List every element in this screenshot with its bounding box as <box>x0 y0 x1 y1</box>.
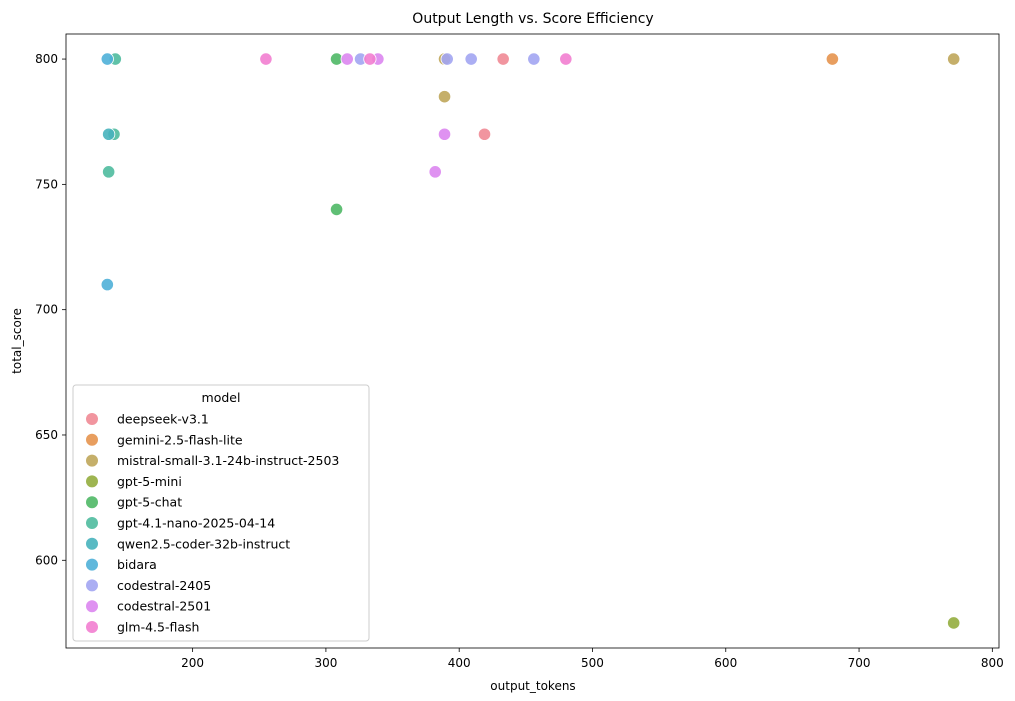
legend-items: deepseek-v3.1 gemini-2.5-flash-lite mistra… <box>86 412 339 635</box>
x-tick-label: 700 <box>848 656 871 670</box>
legend-marker <box>86 433 98 446</box>
data-point <box>477 127 492 141</box>
data-point <box>440 52 454 66</box>
legend-marker <box>86 413 98 425</box>
data-point <box>363 52 377 66</box>
y-axis-label: total_score <box>10 308 24 374</box>
legend-label: qwen2.5-coder-32b-instruct <box>117 536 290 551</box>
legend-label: glm-4.5-flash <box>117 620 199 635</box>
legend-marker <box>86 621 98 633</box>
data-point <box>496 52 510 66</box>
x-axis-label: output_tokens <box>490 679 575 693</box>
x-tick-label: 600 <box>714 656 737 670</box>
chart-title: Output Length vs. Score Efficiency <box>412 11 653 27</box>
y-axis: 600 650 700 750 800 <box>35 52 66 567</box>
data-point <box>329 202 344 217</box>
legend-label: gpt-4.1-nano-2025-04-14 <box>117 516 275 531</box>
data-point <box>947 52 961 66</box>
legend-marker <box>86 517 98 529</box>
legend: model deepseek-v3.1 gemini-2.5-flash-lite… <box>72 384 370 642</box>
y-tick-label: 650 <box>35 428 58 442</box>
x-tick-label: 200 <box>181 656 204 670</box>
data-point <box>100 278 114 292</box>
data-point <box>102 127 116 141</box>
y-tick-label: 700 <box>35 303 58 317</box>
x-tick-label: 400 <box>448 656 471 670</box>
data-point <box>340 52 354 66</box>
legend-label: mistral-small-3.1-24b-instruct-2503 <box>117 453 339 468</box>
legend-marker <box>86 600 98 613</box>
legend-title: model <box>202 390 241 405</box>
legend-marker <box>86 558 98 571</box>
legend-label: gpt-5-chat <box>117 495 182 510</box>
y-tick-label: 600 <box>35 553 58 567</box>
x-axis: 200 300 400 500 600 700 800 <box>181 648 1004 670</box>
legend-marker <box>86 454 98 467</box>
data-point <box>559 52 573 66</box>
data-point <box>825 52 839 66</box>
legend-label: codestral-2405 <box>117 578 211 593</box>
legend-label: codestral-2501 <box>117 599 211 614</box>
legend-marker <box>86 475 98 488</box>
x-tick-label: 500 <box>581 656 604 670</box>
legend-label: gemini-2.5-flash-lite <box>117 432 243 447</box>
legend-label: bidara <box>117 557 157 572</box>
legend-box <box>72 384 370 642</box>
y-tick-label: 800 <box>35 52 58 66</box>
data-point <box>102 165 116 179</box>
y-tick-label: 750 <box>35 177 58 191</box>
data-point <box>464 52 478 66</box>
legend-label: deepseek-v3.1 <box>117 412 209 427</box>
data-point <box>259 52 273 66</box>
legend-marker <box>86 537 98 550</box>
data-point <box>947 616 961 630</box>
data-point <box>100 52 114 66</box>
data-point <box>437 127 452 141</box>
plot-frame <box>65 33 1000 649</box>
data-point <box>428 165 442 179</box>
x-tick-label: 300 <box>314 656 337 670</box>
data-point <box>527 52 541 66</box>
points-layer <box>100 52 961 630</box>
legend-marker <box>86 496 98 509</box>
data-point <box>437 90 452 104</box>
x-tick-label: 800 <box>981 656 1004 670</box>
legend-marker <box>86 579 98 592</box>
legend-label: gpt-5-mini <box>117 474 182 489</box>
